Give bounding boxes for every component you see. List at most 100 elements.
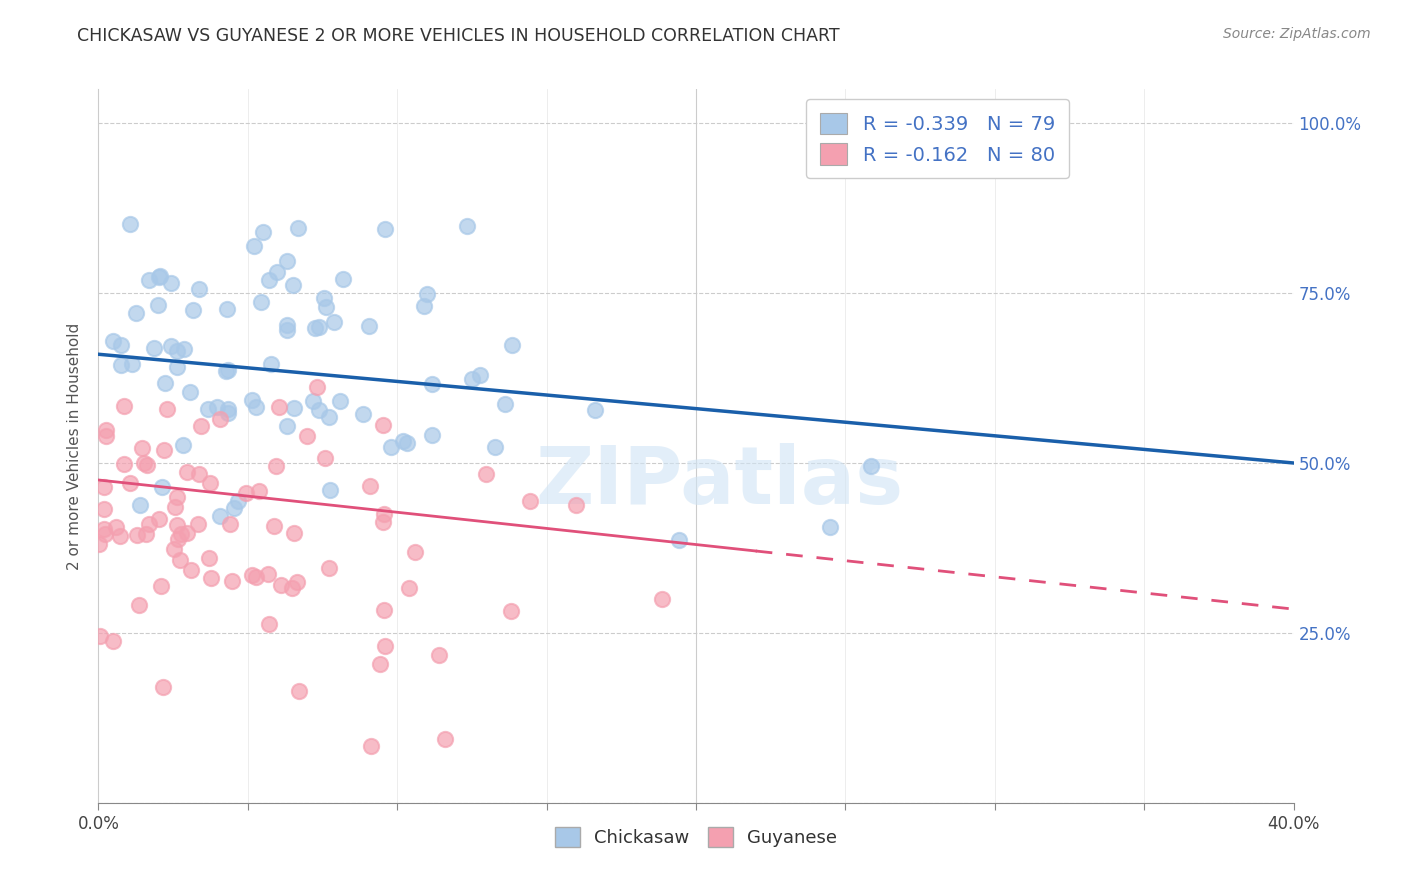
Point xyxy=(314,451,336,466)
Point xyxy=(89,629,111,643)
Point xyxy=(167,533,190,547)
Point xyxy=(205,400,228,414)
Point xyxy=(460,372,482,386)
Point xyxy=(138,273,160,287)
Point xyxy=(104,520,127,534)
Point xyxy=(270,578,292,592)
Point xyxy=(352,407,374,421)
Point xyxy=(404,544,426,558)
Point xyxy=(427,648,450,663)
Point xyxy=(374,639,396,653)
Point xyxy=(359,479,381,493)
Point xyxy=(420,428,443,442)
Point xyxy=(166,343,188,358)
Point xyxy=(651,591,673,606)
Point xyxy=(416,287,439,301)
Point xyxy=(281,581,304,595)
Point xyxy=(494,397,516,411)
Point xyxy=(264,458,287,473)
Point xyxy=(519,494,541,508)
Point xyxy=(101,634,124,648)
Point xyxy=(188,467,211,481)
Point xyxy=(288,684,311,698)
Point xyxy=(170,527,193,541)
Point xyxy=(250,295,273,310)
Point xyxy=(332,272,354,286)
Point xyxy=(287,220,309,235)
Point xyxy=(380,440,402,454)
Point xyxy=(163,500,186,514)
Point xyxy=(214,364,236,378)
Point xyxy=(373,515,395,529)
Point xyxy=(149,578,172,592)
Point xyxy=(396,436,419,450)
Point xyxy=(260,357,283,371)
Point xyxy=(392,434,415,449)
Y-axis label: 2 or more Vehicles in Household: 2 or more Vehicles in Household xyxy=(67,322,83,570)
Point xyxy=(276,323,298,337)
Point xyxy=(283,526,305,541)
Point xyxy=(127,528,149,542)
Point xyxy=(319,483,342,498)
Point xyxy=(93,480,115,494)
Point xyxy=(323,315,346,329)
Point xyxy=(287,575,309,590)
Point xyxy=(283,401,305,416)
Point xyxy=(257,273,280,287)
Point xyxy=(565,498,588,512)
Point xyxy=(136,458,159,472)
Point xyxy=(373,418,395,433)
Point xyxy=(413,299,436,313)
Point xyxy=(149,268,172,283)
Point xyxy=(222,501,245,516)
Point xyxy=(148,512,170,526)
Point xyxy=(173,342,195,356)
Point xyxy=(143,341,166,355)
Point xyxy=(276,318,298,333)
Point xyxy=(128,498,150,512)
Point xyxy=(315,300,337,314)
Point xyxy=(501,338,523,352)
Point xyxy=(295,429,318,443)
Point xyxy=(197,401,219,416)
Point xyxy=(135,527,157,541)
Point xyxy=(128,599,150,613)
Legend: Chickasaw, Guyanese: Chickasaw, Guyanese xyxy=(544,816,848,858)
Point xyxy=(162,541,184,556)
Point xyxy=(152,680,174,694)
Point xyxy=(166,517,188,532)
Point xyxy=(304,321,326,335)
Point xyxy=(374,222,396,236)
Point xyxy=(152,480,174,494)
Point xyxy=(180,563,202,577)
Point xyxy=(247,483,270,498)
Point xyxy=(267,401,290,415)
Point xyxy=(179,384,201,399)
Point xyxy=(583,403,606,417)
Point xyxy=(160,339,183,353)
Point xyxy=(93,502,115,516)
Point xyxy=(101,334,124,348)
Point xyxy=(208,509,231,524)
Point xyxy=(221,574,243,588)
Point xyxy=(434,731,457,746)
Text: CHICKASAW VS GUYANESE 2 OR MORE VEHICLES IN HOUSEHOLD CORRELATION CHART: CHICKASAW VS GUYANESE 2 OR MORE VEHICLES… xyxy=(77,27,839,45)
Point xyxy=(200,476,222,491)
Point xyxy=(318,410,340,425)
Point xyxy=(668,533,690,547)
Point xyxy=(217,406,239,420)
Point xyxy=(110,358,132,372)
Point xyxy=(112,399,135,413)
Point xyxy=(132,456,155,470)
Point xyxy=(305,380,328,394)
Point xyxy=(166,490,188,504)
Point xyxy=(360,739,382,754)
Point xyxy=(314,291,336,305)
Point xyxy=(120,217,142,231)
Point xyxy=(257,567,280,582)
Point xyxy=(245,400,267,414)
Point xyxy=(318,561,340,575)
Point xyxy=(190,418,212,433)
Point xyxy=(860,459,883,474)
Point xyxy=(308,402,330,417)
